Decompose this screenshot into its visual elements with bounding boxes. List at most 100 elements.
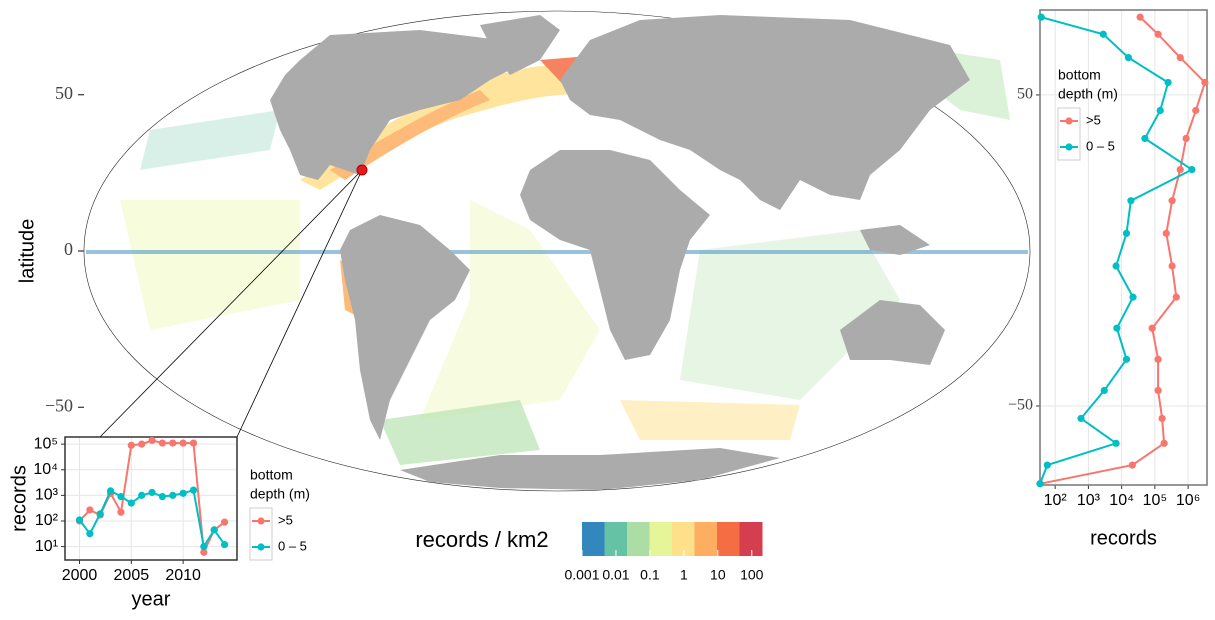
y-tick-label: 10¹ [35, 538, 58, 555]
y-tick-label: 50 [1017, 86, 1033, 103]
colorbar-swatch [604, 522, 628, 556]
data-point [1113, 324, 1121, 332]
data-point [138, 440, 146, 448]
data-point [148, 488, 156, 497]
data-point [1172, 293, 1180, 301]
data-point [179, 489, 187, 497]
world-map [83, 10, 1031, 492]
data-point [1154, 355, 1162, 363]
data-point [220, 540, 229, 549]
data-point [179, 439, 187, 447]
legend-title: bottom [1058, 67, 1101, 83]
data-point [1037, 13, 1045, 21]
colorbar-swatch [672, 522, 695, 556]
colorbar-swatch [627, 522, 650, 556]
data-point [1112, 262, 1120, 270]
data-point [1043, 461, 1051, 469]
data-point [1154, 386, 1162, 395]
series-line [1039, 16, 1194, 485]
legend-label: 0 – 5 [278, 538, 307, 553]
colorbar-tick-label: 0.1 [640, 567, 660, 583]
data-point [200, 548, 208, 556]
legend-label: >5 [278, 512, 293, 527]
y-tick-label: 10² [35, 512, 59, 529]
legend-dot [257, 517, 265, 525]
x-tick-label: 10³ [1077, 492, 1101, 509]
data-point [1124, 53, 1133, 62]
colorbar-tick-label: 100 [740, 567, 764, 583]
data-point [1162, 229, 1170, 237]
data-point [1160, 439, 1168, 447]
colorbar-tick-label: 1 [680, 567, 688, 583]
y-tick-label: −50 [45, 395, 73, 415]
colorbar-swatch [717, 522, 740, 556]
data-point [106, 487, 115, 495]
colorbar-swatch [649, 522, 673, 556]
legend-label: 0 – 5 [1086, 138, 1115, 153]
data-point [75, 516, 84, 524]
data-point [1100, 386, 1108, 395]
y-tick-label: 0 [64, 239, 73, 259]
data-point [169, 491, 177, 499]
data-point [1036, 480, 1044, 488]
data-point [1156, 106, 1164, 115]
y-tick-label: 10⁵ [34, 435, 58, 452]
data-point [1168, 262, 1176, 270]
data-point [1158, 414, 1166, 423]
data-point [189, 439, 198, 447]
data-point [1164, 78, 1172, 87]
data-point [1129, 293, 1137, 301]
plot-border [1039, 9, 1208, 486]
legend-key-box [249, 507, 273, 561]
colorbar-swatch [694, 522, 718, 556]
legend-title: depth (m) [1058, 86, 1118, 102]
data-point [1136, 13, 1144, 21]
y-tick-label: 10³ [35, 487, 59, 504]
colorbar-title: records / km2 [415, 527, 548, 552]
legend-dot [1065, 143, 1073, 151]
series-line [1039, 16, 1207, 485]
data-point [1077, 414, 1085, 423]
y-tick-label: −50 [1008, 397, 1033, 414]
plot-panel [65, 437, 237, 560]
data-point [1192, 106, 1200, 115]
data-point [210, 526, 218, 534]
legend-dot [1065, 117, 1073, 125]
y-tick-label: 50 [55, 83, 73, 103]
line-chart: 10² 10³ 10⁴ 10⁵ 10⁶ 50 −50 records bottom depth (… [1008, 9, 1209, 549]
data-point [1112, 439, 1120, 447]
data-point [1188, 165, 1196, 174]
y-axis-title: latitude [16, 219, 38, 284]
data-point [158, 439, 166, 447]
data-point [1168, 197, 1176, 205]
data-point [1154, 30, 1162, 38]
x-tick-label: 10⁶ [1176, 492, 1200, 509]
colorbar-tick-label: 0.01 [602, 567, 629, 583]
zoom-line [236, 169, 363, 438]
data-point [1176, 165, 1184, 174]
data-point [1201, 78, 1209, 87]
legend-key-box [1057, 107, 1081, 161]
data-point [158, 492, 166, 501]
data-point [148, 436, 156, 444]
data-point [117, 492, 125, 501]
data-point [1127, 197, 1135, 205]
y-axis-title: records [8, 465, 30, 532]
zoom-line [99, 169, 363, 438]
data-point [1122, 355, 1131, 363]
data-point [138, 491, 146, 499]
data-point [1128, 461, 1136, 469]
legend-label: >5 [1086, 112, 1101, 127]
data-point [1099, 30, 1107, 38]
data-point [86, 530, 94, 538]
x-tick-label: 10² [1044, 492, 1068, 509]
data-point [169, 439, 177, 447]
land [270, 15, 970, 490]
data-point [1176, 53, 1184, 62]
colorbar-tick-label: 0.001 [564, 567, 599, 583]
x-axis-title: year [132, 588, 171, 610]
y-tick-label: 10⁴ [33, 461, 58, 478]
x-axis-title: records [1090, 527, 1157, 549]
data-point [127, 441, 135, 449]
